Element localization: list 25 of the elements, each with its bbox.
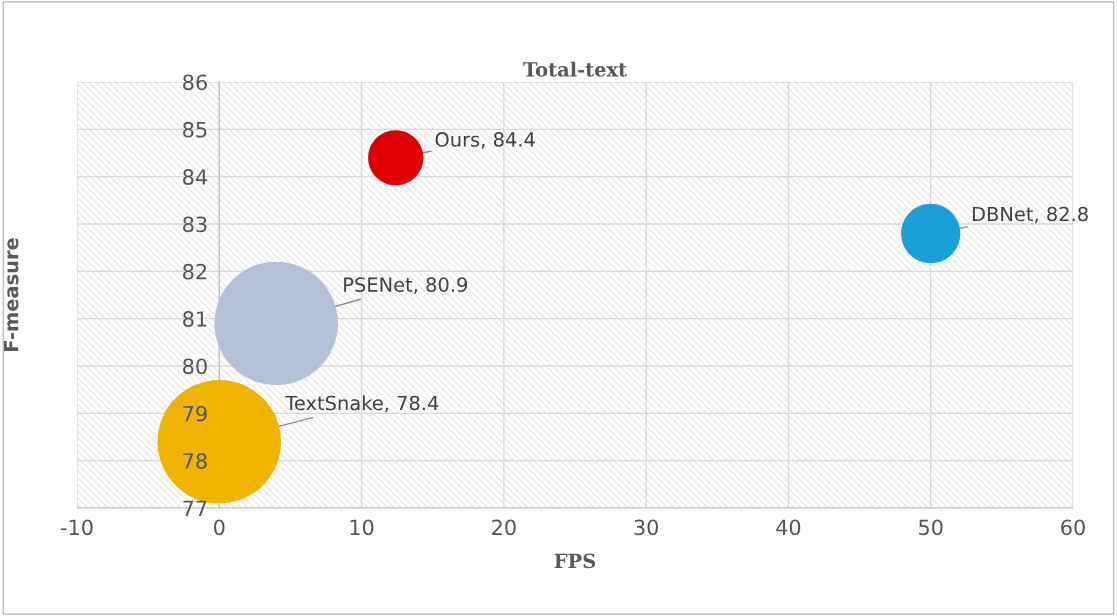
y-tick-label: 86 bbox=[183, 74, 207, 91]
x-tick-label: -10 bbox=[61, 519, 93, 536]
chart-title: Total-text bbox=[523, 61, 627, 77]
annotation: Ours, 84.4 bbox=[435, 132, 535, 149]
y-tick-label: 83 bbox=[183, 216, 207, 233]
x-tick-label: 60 bbox=[1061, 519, 1085, 536]
x-tick-label: 40 bbox=[776, 519, 801, 536]
x-tick-label: 30 bbox=[634, 519, 659, 536]
annotation: DBNet, 82.8 bbox=[972, 206, 1088, 224]
y-tick-label: 77 bbox=[183, 500, 207, 516]
y-tick-label: 81 bbox=[183, 311, 207, 327]
x-tick-label: 0 bbox=[214, 519, 225, 536]
x-tick-label: 10 bbox=[350, 519, 374, 536]
x-tick-label: 20 bbox=[492, 519, 516, 536]
y-tick-label: 78 bbox=[183, 453, 207, 469]
annotation: PSENet, 80.9 bbox=[344, 277, 468, 294]
x-tick-label: 50 bbox=[919, 519, 943, 536]
y-tick-label: 80 bbox=[183, 358, 207, 375]
y-tick-label: 82 bbox=[183, 263, 207, 280]
x-axis-title: FPS bbox=[554, 553, 596, 569]
annotation: TextSnake, 78.4 bbox=[285, 395, 439, 413]
y-tick-label: 85 bbox=[183, 121, 207, 138]
y-tick-label: 79 bbox=[183, 405, 207, 422]
y-axis-title: F-measure bbox=[4, 238, 19, 351]
y-tick-label: 84 bbox=[183, 169, 208, 185]
